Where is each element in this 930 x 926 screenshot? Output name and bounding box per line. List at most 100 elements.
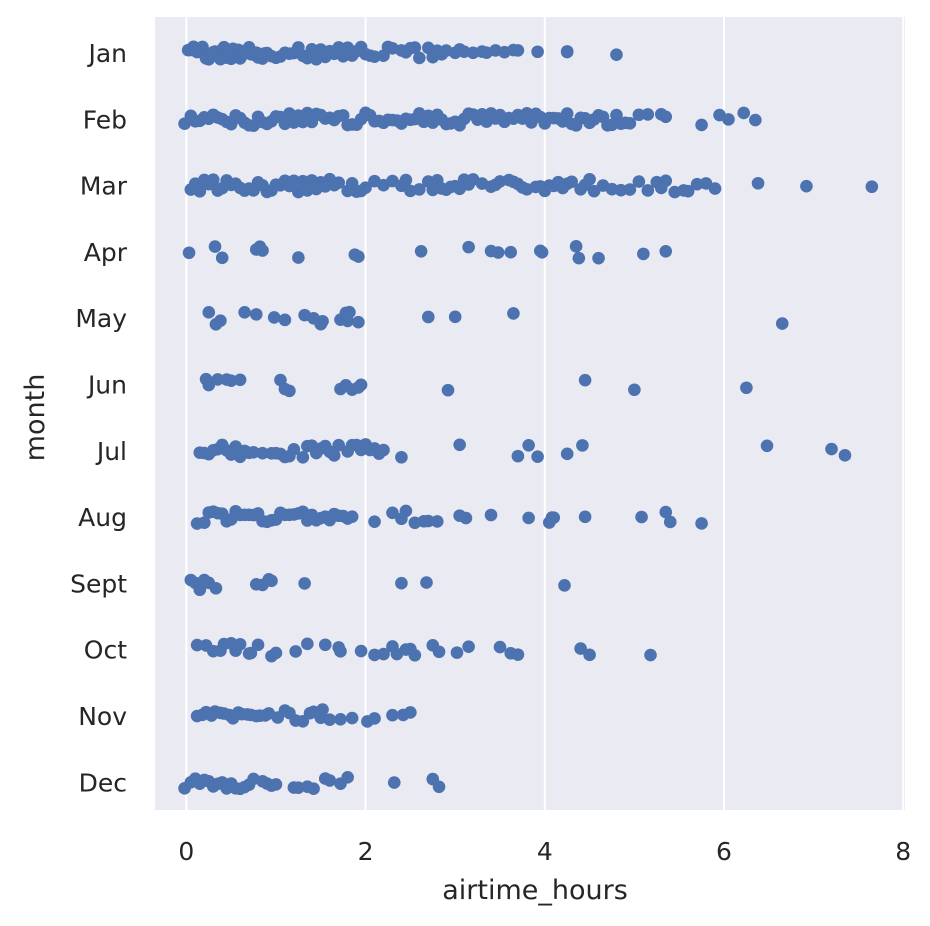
y-tick-label: Apr [84,238,128,267]
data-point [413,51,426,65]
data-point [307,782,320,796]
data-point [663,515,677,529]
data-point [695,517,708,530]
data-point [287,174,301,188]
data-point [681,184,695,198]
data-point [352,315,365,329]
data-point [578,510,592,524]
data-point [547,511,561,524]
data-point [569,240,583,253]
data-point [296,450,310,464]
data-point [628,383,641,397]
data-point [504,245,518,259]
data-point [269,778,283,791]
data-point [395,450,408,464]
data-point [334,645,347,658]
data-point [632,175,646,188]
data-point [800,179,813,193]
y-tick-label: Jun [86,371,127,400]
data-point [251,638,265,652]
data-point [334,713,347,726]
x-tick-label: 0 [178,837,194,866]
data-point [522,438,535,452]
gridlines [185,17,905,810]
data-point [659,505,673,519]
x-tick-labels: 0 2 4 6 8 [178,837,911,866]
data-point [535,245,549,259]
data-point [336,109,350,122]
data-point [296,174,310,188]
data-point [323,713,337,726]
data-point [249,308,263,321]
data-point [722,113,735,126]
data-point [578,373,592,387]
data-point [592,251,605,265]
data-point [583,648,596,662]
data-point [659,244,673,258]
data-point [760,439,774,453]
data-point [386,506,399,520]
data-point [408,648,422,662]
data-point [214,314,227,327]
data-point [614,183,628,197]
data-point [182,246,196,260]
data-point [316,314,329,328]
data-point [395,576,408,590]
data-point [190,638,204,652]
y-tick-label: Mar [80,172,128,201]
data-point [283,384,296,398]
data-point [292,251,305,264]
y-tick-label: May [75,304,127,333]
data-point [414,244,428,258]
data-point [583,172,596,186]
data-point [327,449,341,462]
data-point [368,712,381,725]
data-point [565,175,578,189]
x-tick-label: 4 [537,837,553,866]
data-point [587,184,601,198]
data-point [377,443,390,457]
data-point [343,305,356,319]
data-point [399,173,413,187]
data-point [641,108,655,121]
data-point [296,714,310,728]
data-point [450,646,464,659]
data-point [354,644,368,658]
data-point [531,45,544,59]
data-point [432,645,446,659]
data-point [560,107,574,120]
data-point [244,646,258,660]
data-point [632,108,646,122]
data-point [623,117,637,130]
data-point [305,42,319,56]
data-point [511,44,525,57]
data-point [560,45,574,59]
data-point [387,776,401,789]
y-tick-label: Dec [79,768,127,797]
data-point [404,706,417,719]
data-point [301,637,314,651]
data-point [448,310,462,324]
data-point [318,638,332,652]
data-point [441,383,455,397]
data-point [430,515,444,528]
data-point [751,176,765,190]
y-tick-labels: Jan Feb Mar Apr May Jun Jul Aug Sept Oct Nov Dec [70,39,128,797]
data-point [420,576,433,589]
data-point [491,246,505,259]
data-point [641,184,655,197]
data-point [208,240,222,253]
data-point [209,581,223,595]
data-point [289,645,302,658]
data-point [238,305,251,319]
data-point [576,439,589,452]
data-point [558,579,571,592]
data-point [659,110,673,124]
plot-background [155,17,905,810]
data-point [206,173,220,186]
data-point [332,438,345,452]
data-point [269,646,283,660]
data-point [399,504,413,518]
data-point [838,449,852,462]
